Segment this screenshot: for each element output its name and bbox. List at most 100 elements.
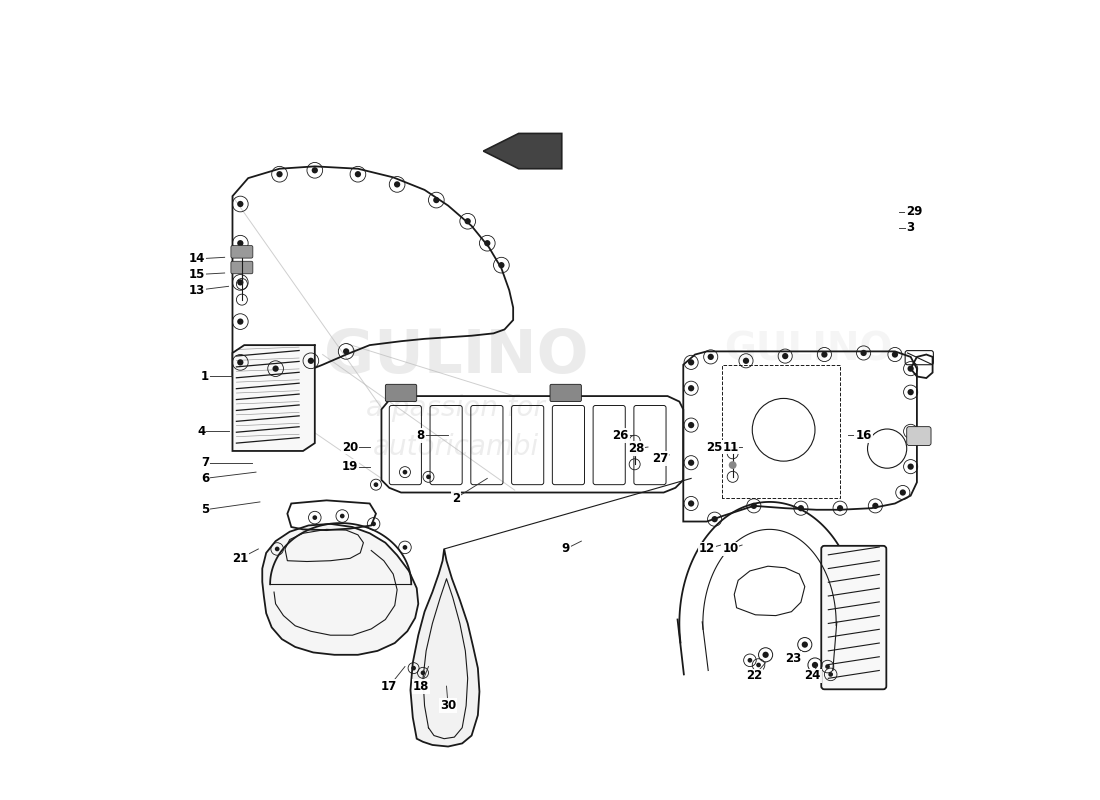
- Circle shape: [712, 516, 718, 522]
- Circle shape: [343, 348, 350, 354]
- Polygon shape: [262, 524, 418, 654]
- Text: 7: 7: [201, 456, 209, 470]
- Circle shape: [908, 389, 914, 395]
- Circle shape: [394, 182, 400, 187]
- Circle shape: [837, 505, 844, 511]
- Circle shape: [872, 502, 879, 509]
- Text: 9: 9: [562, 542, 570, 555]
- Circle shape: [860, 350, 867, 356]
- FancyBboxPatch shape: [385, 384, 417, 402]
- Circle shape: [782, 353, 789, 359]
- Text: 29: 29: [906, 206, 923, 218]
- Circle shape: [355, 171, 361, 178]
- Text: 2: 2: [452, 491, 460, 505]
- Circle shape: [812, 662, 818, 668]
- Circle shape: [433, 197, 440, 203]
- FancyBboxPatch shape: [231, 262, 253, 274]
- Text: 25: 25: [706, 441, 723, 454]
- Circle shape: [630, 449, 639, 457]
- Circle shape: [238, 201, 243, 207]
- Text: 19: 19: [342, 460, 359, 473]
- Text: 23: 23: [785, 652, 801, 666]
- Polygon shape: [483, 134, 562, 169]
- Text: 17: 17: [382, 680, 397, 693]
- Text: 13: 13: [189, 284, 206, 297]
- Circle shape: [688, 422, 694, 428]
- Text: 3: 3: [906, 221, 915, 234]
- Circle shape: [900, 490, 906, 496]
- Circle shape: [498, 262, 505, 268]
- FancyBboxPatch shape: [906, 426, 931, 446]
- Circle shape: [273, 366, 278, 372]
- Text: 14: 14: [189, 252, 206, 266]
- Circle shape: [908, 463, 914, 470]
- FancyBboxPatch shape: [231, 246, 253, 258]
- Text: 27: 27: [651, 452, 668, 466]
- Text: 20: 20: [342, 441, 359, 454]
- Circle shape: [688, 359, 694, 366]
- Text: GULINO: GULINO: [323, 327, 588, 386]
- Text: 6: 6: [201, 472, 209, 485]
- Circle shape: [403, 545, 407, 550]
- Circle shape: [426, 474, 431, 479]
- Circle shape: [403, 470, 407, 474]
- Circle shape: [688, 459, 694, 466]
- Circle shape: [238, 240, 243, 246]
- Text: 12: 12: [698, 542, 715, 555]
- Circle shape: [312, 515, 317, 520]
- Text: autoricambi: autoricambi: [373, 433, 539, 461]
- Text: 15: 15: [189, 268, 206, 281]
- Circle shape: [688, 500, 694, 506]
- Text: 11: 11: [723, 441, 738, 454]
- Circle shape: [802, 642, 807, 648]
- Circle shape: [822, 351, 827, 358]
- Text: 18: 18: [412, 680, 429, 693]
- Circle shape: [798, 505, 804, 511]
- Circle shape: [908, 428, 914, 434]
- Text: 10: 10: [723, 542, 738, 555]
- Text: 26: 26: [613, 429, 629, 442]
- Text: 16: 16: [856, 429, 872, 442]
- Circle shape: [908, 366, 914, 372]
- Polygon shape: [410, 549, 480, 746]
- Circle shape: [276, 171, 283, 178]
- Circle shape: [707, 354, 714, 360]
- Circle shape: [371, 522, 376, 526]
- Text: 22: 22: [746, 670, 762, 682]
- Circle shape: [238, 318, 243, 325]
- Circle shape: [750, 502, 757, 509]
- FancyBboxPatch shape: [550, 384, 582, 402]
- Circle shape: [374, 482, 378, 487]
- Text: 30: 30: [440, 699, 456, 712]
- Text: 4: 4: [197, 425, 206, 438]
- Circle shape: [238, 279, 243, 286]
- Circle shape: [762, 652, 769, 658]
- Circle shape: [420, 670, 426, 675]
- Text: 1: 1: [201, 370, 209, 383]
- Polygon shape: [232, 345, 315, 451]
- Circle shape: [311, 167, 318, 174]
- Circle shape: [340, 514, 344, 518]
- Text: 8: 8: [417, 429, 425, 442]
- Circle shape: [748, 658, 752, 662]
- Circle shape: [688, 385, 694, 391]
- Circle shape: [484, 240, 491, 246]
- Text: 28: 28: [628, 442, 645, 455]
- Circle shape: [825, 664, 829, 669]
- Circle shape: [756, 662, 761, 667]
- Text: GULINO: GULINO: [725, 330, 893, 368]
- Text: 24: 24: [804, 670, 821, 682]
- Circle shape: [238, 359, 243, 366]
- Circle shape: [892, 351, 898, 358]
- Text: 21: 21: [232, 552, 249, 565]
- Circle shape: [742, 358, 749, 364]
- FancyBboxPatch shape: [822, 546, 887, 690]
- Circle shape: [729, 461, 737, 469]
- Circle shape: [411, 666, 416, 670]
- Circle shape: [275, 546, 279, 551]
- Circle shape: [464, 218, 471, 224]
- Circle shape: [828, 672, 833, 677]
- Text: a passion for: a passion for: [366, 394, 546, 422]
- Text: 5: 5: [201, 503, 209, 516]
- Circle shape: [308, 358, 314, 364]
